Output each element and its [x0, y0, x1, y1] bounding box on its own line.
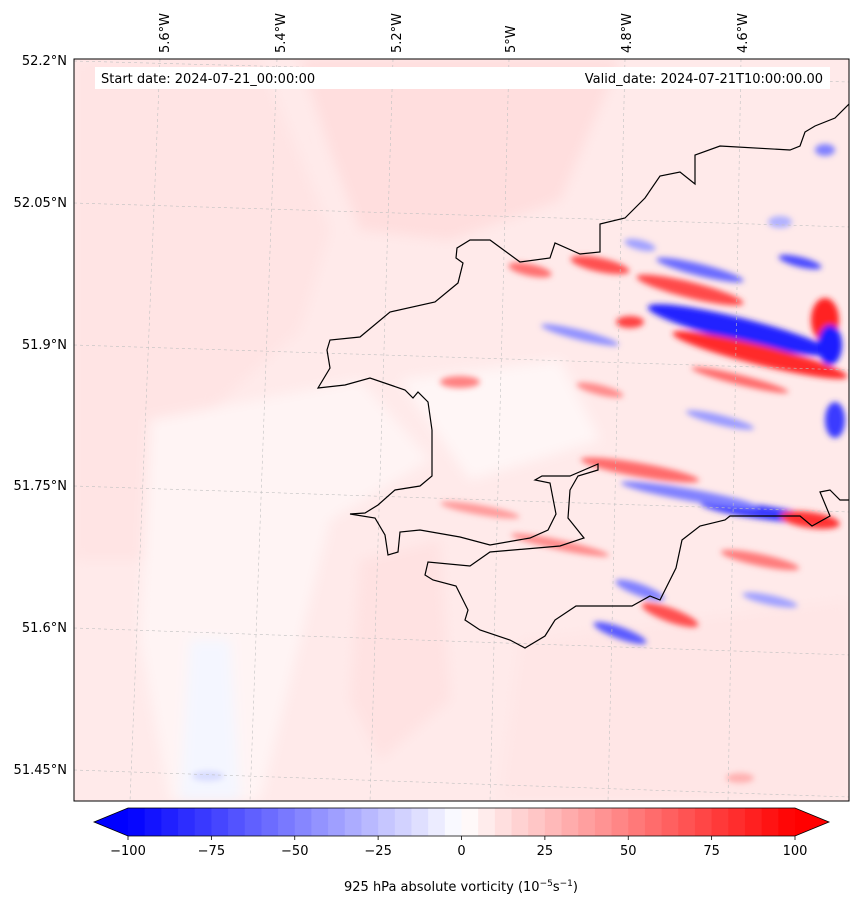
info-box	[95, 67, 830, 89]
colorbar-segment	[211, 808, 229, 836]
colorbar-segment	[344, 808, 362, 836]
colorbar-segment	[728, 808, 746, 836]
colorbar-segment	[761, 808, 779, 836]
lat-tick-label: 51.75°N	[14, 479, 67, 494]
colorbar-segment	[444, 808, 462, 836]
graticule	[74, 59, 849, 801]
colorbar-segment	[561, 808, 579, 836]
colorbar-segment	[711, 808, 729, 836]
colorbar-segment	[128, 808, 146, 836]
colorbar-segment	[461, 808, 479, 836]
colorbar-segment	[544, 808, 563, 836]
colorbar-segment	[394, 808, 412, 836]
map-frame	[73, 58, 850, 802]
colorbar-tick-label: −100	[110, 844, 146, 859]
colorbar-segment	[594, 808, 613, 836]
colorbar-segment	[161, 808, 179, 836]
colorbar-segment	[494, 808, 513, 836]
colorbar-segment	[511, 808, 529, 836]
lon-tick-label: 4.8°W	[620, 13, 635, 53]
colorbar-tick-label: −25	[364, 844, 391, 859]
start-date-label: Start date: 2024-07-21_00:00:00	[101, 72, 315, 87]
colorbar-segment	[778, 808, 796, 836]
lon-tick-label: 5.2°W	[390, 13, 405, 53]
colorbar-segment	[294, 808, 312, 836]
colorbar-extend-max	[795, 808, 829, 836]
colorbar-ticks: −100 −75 −50 −25 0 25 50 75 100	[110, 836, 807, 859]
colorbar-tick-label: −75	[198, 844, 225, 859]
valid-date-label: Valid_date: 2024-07-21T10:00:00.00	[585, 72, 823, 87]
colorbar-tick-label: 75	[703, 844, 720, 859]
lat-tick-label: 51.9°N	[22, 338, 67, 353]
colorbar-segment	[694, 808, 713, 836]
colorbar-tick-label: 25	[537, 844, 554, 859]
colorbar-segment	[378, 808, 396, 836]
colorbar-segment	[194, 808, 212, 836]
lat-tick-label: 51.6°N	[22, 621, 67, 636]
vorticity-streaks	[192, 144, 848, 783]
colorbar-segment	[228, 808, 246, 836]
lon-tick-label: 5.6°W	[158, 13, 173, 53]
colorbar-segment	[278, 808, 296, 836]
colorbar-tick-label: 0	[457, 844, 465, 859]
colorbar-segment	[478, 808, 496, 836]
coastline	[316, 103, 849, 649]
colorbar-segment	[244, 808, 262, 836]
colorbar-title: 925 hPa absolute vorticity (10−5s−1)	[344, 879, 578, 895]
colorbar-segment	[311, 808, 329, 836]
colorbar-tick-label: 50	[620, 844, 637, 859]
colorbar-segment	[328, 808, 346, 836]
lon-tick-label: 4.6°W	[736, 13, 751, 53]
colorbar-segment	[644, 808, 663, 836]
colorbar-segment	[144, 808, 162, 836]
colorbar-extend-min	[94, 808, 128, 836]
colorbar: −100 −75 −50 −25 0 25 50 75 100 925 hPa absolute…	[92, 807, 831, 895]
colorbar-tick-label: 100	[783, 844, 808, 859]
colorbar-segment	[661, 808, 679, 836]
colorbar-segment	[744, 808, 763, 836]
lat-tick-label: 52.2°N	[22, 54, 67, 69]
colorbar-segment	[411, 808, 429, 836]
colorbar-segments	[128, 808, 796, 836]
colorbar-segment	[178, 808, 196, 836]
lon-tick-label: 5°W	[504, 25, 519, 53]
lat-tick-label: 52.05°N	[14, 196, 67, 211]
colorbar-segment	[528, 808, 546, 836]
colorbar-segment	[361, 808, 379, 836]
colorbar-tick-label: −50	[281, 844, 308, 859]
colorbar-segment	[628, 808, 646, 836]
colorbar-segment	[578, 808, 596, 836]
colorbar-segment	[261, 808, 279, 836]
colorbar-segment	[611, 808, 629, 836]
lon-tick-label: 5.4°W	[274, 13, 289, 53]
lat-tick-label: 51.45°N	[14, 763, 67, 778]
colorbar-segment	[678, 808, 696, 836]
colorbar-segment	[428, 808, 446, 836]
map-panel	[74, 59, 849, 801]
